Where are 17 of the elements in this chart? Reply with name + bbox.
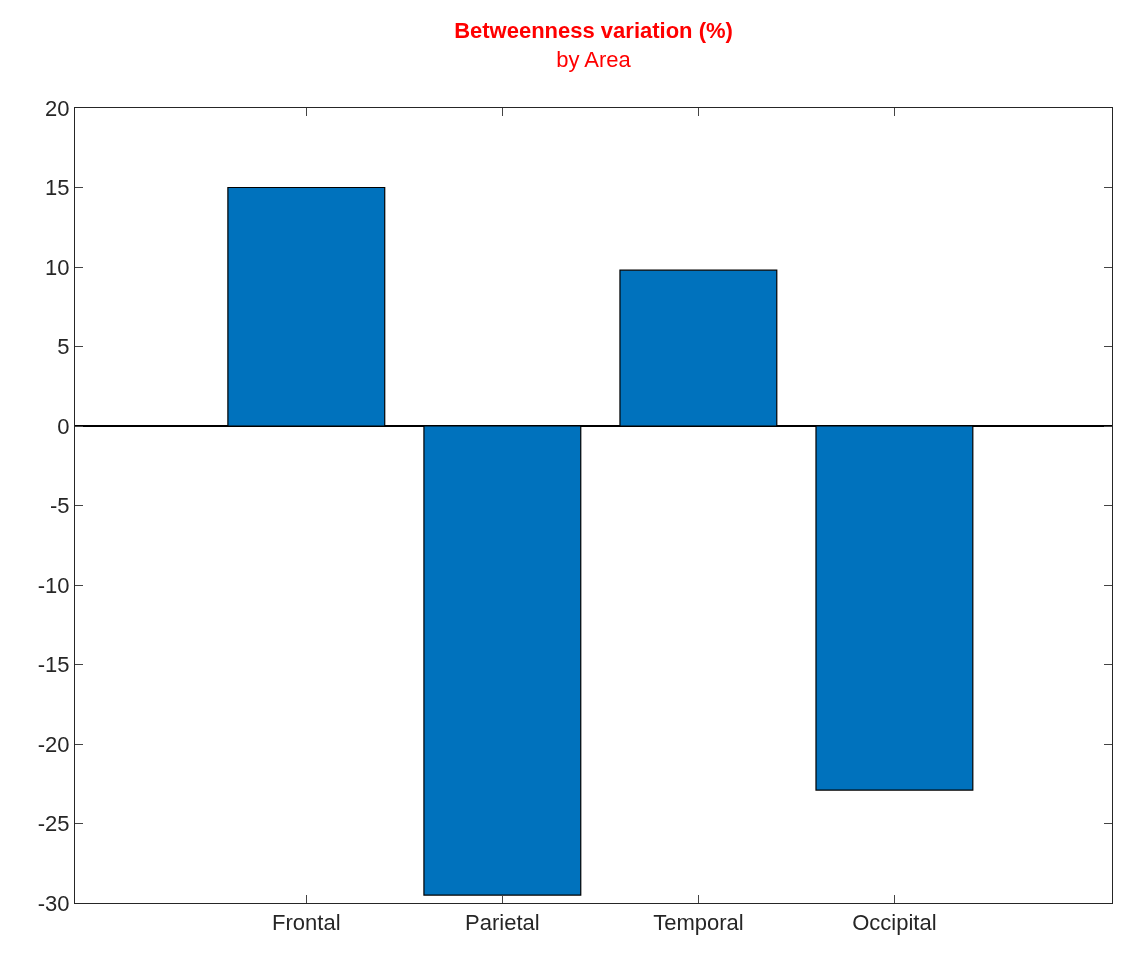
x-tick-label: Parietal <box>465 910 540 936</box>
y-tick-label: -10 <box>37 572 70 598</box>
x-tick-label: Frontal <box>272 910 341 936</box>
y-tick-label: -30 <box>37 890 70 916</box>
x-tick-label: Occipital <box>852 910 937 936</box>
y-tick-label: -5 <box>50 493 70 519</box>
y-tick-label: 5 <box>57 334 70 360</box>
y-tick-label: -20 <box>37 731 70 757</box>
y-tick-label: 20 <box>45 95 70 121</box>
chart-title: Betweenness variation (%) <box>454 18 733 44</box>
chart-subtitle: by Area <box>556 47 632 73</box>
y-tick-label: 10 <box>45 254 70 280</box>
y-tick-label: -25 <box>37 811 70 837</box>
y-tick-label: 0 <box>57 413 70 439</box>
x-tick-label: Temporal <box>653 910 744 936</box>
y-tick-label: -15 <box>37 652 70 678</box>
y-tick-label: 15 <box>45 175 70 201</box>
